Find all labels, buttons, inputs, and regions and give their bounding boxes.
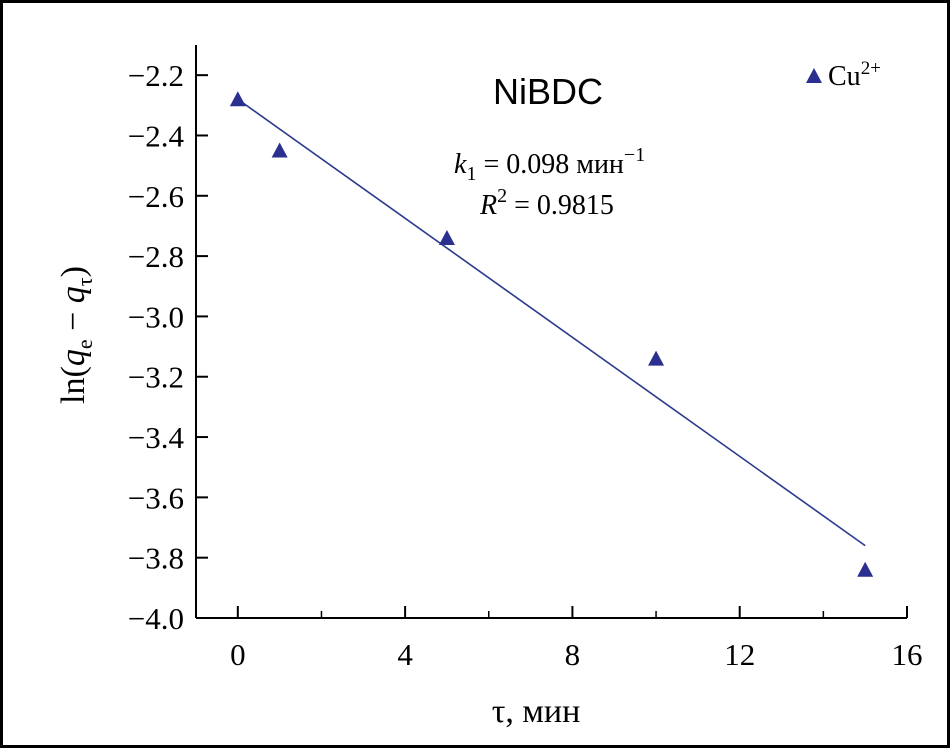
x-tick-label: 4 [397, 637, 413, 672]
y-tick-label: −2.2 [128, 58, 184, 93]
legend-marker-triangle [806, 68, 822, 83]
x-tick-label: 16 [892, 637, 923, 672]
fit-line [237, 98, 866, 547]
axes [195, 45, 907, 619]
legend-label-sup: 2+ [861, 58, 881, 79]
fit-line-group [237, 98, 866, 547]
x-tick-label: 8 [565, 637, 581, 672]
data-point-triangle [271, 142, 288, 158]
y-axis-title-ln: ln( [55, 366, 92, 404]
y-axis-title-q2: q [55, 286, 92, 303]
r2-annotation: R2 = 0.9815 [479, 185, 614, 221]
y-tick-label: −3.2 [128, 360, 184, 395]
r2-symbol: R [479, 190, 497, 221]
data-points [229, 91, 874, 577]
x-axis-title: τ, мин [492, 693, 581, 730]
ticks: −2.2 −2.4 −2.6 −2.8 −3.0 −3.2 −3.4 −3.6 −3.8 −4.0… [128, 58, 923, 672]
y-axis-title-close: ) [55, 266, 92, 277]
y-axis-title-sub-tau: τ [72, 277, 97, 286]
y-tick-label: −3.0 [128, 299, 184, 334]
legend-label: Cu2+ [828, 58, 881, 92]
y-tick-label: −4.0 [128, 601, 184, 636]
r2-value: = 0.9815 [507, 190, 614, 221]
data-point-triangle [648, 350, 665, 366]
data-point-triangle [438, 230, 455, 246]
k1-annotation: k1 = 0.098 мин−1 [454, 144, 645, 185]
y-tick-label: −3.4 [128, 420, 185, 455]
r2-exponent: 2 [497, 185, 507, 207]
y-tick-label: −2.6 [128, 179, 184, 214]
k1-value: = 0.098 мин [476, 149, 623, 180]
x-tick-label: 12 [724, 637, 755, 672]
k1-subscript: 1 [466, 163, 476, 185]
x-tick-label: 0 [230, 637, 246, 672]
y-axis-title: ln(qe − qτ) [55, 266, 97, 404]
y-tick-label: −2.4 [128, 118, 185, 153]
k1-symbol: k [454, 149, 467, 180]
legend-label-base: Cu [828, 61, 861, 92]
y-tick-label: −3.8 [128, 541, 184, 576]
y-axis-title-sub-e: e [72, 339, 97, 349]
chart-title: NiBDC [493, 71, 603, 112]
data-point-triangle [229, 91, 246, 107]
y-tick-label: −3.6 [128, 480, 184, 515]
y-tick-label: −2.8 [128, 239, 184, 274]
legend: Cu2+ [806, 58, 881, 92]
y-axis-title-minus: − [55, 303, 92, 339]
data-point-triangle [857, 561, 874, 577]
y-axis-title-q1: q [55, 349, 92, 366]
k1-exponent: −1 [624, 144, 645, 166]
